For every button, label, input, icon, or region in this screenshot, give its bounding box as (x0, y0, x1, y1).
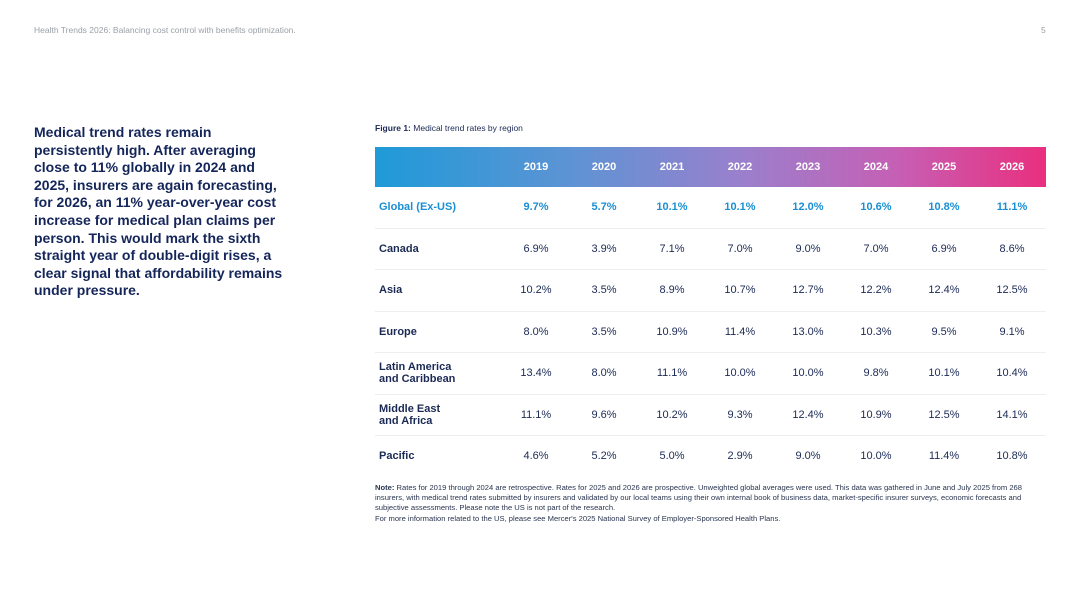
table-row: Canada 6.9% 3.9% 7.1% 7.0% 9.0% 7.0% 6.9… (375, 228, 1046, 270)
table-cell: 12.0% (774, 187, 842, 229)
document-header: Health Trends 2026: Balancing cost contr… (34, 25, 296, 35)
region-label-line: Middle East (379, 402, 441, 415)
table-cell: 10.1% (910, 352, 978, 395)
table-cell: 9.5% (910, 311, 978, 353)
table-row: Middle East and Africa 11.1% 9.6% 10.2% … (375, 394, 1046, 436)
region-label: Canada (375, 228, 502, 270)
table-cell: 12.4% (910, 269, 978, 312)
table-cell: 11.1% (978, 187, 1046, 229)
table-row: Pacific 4.6% 5.2% 5.0% 2.9% 9.0% 10.0% 1… (375, 436, 1046, 477)
region-label: Global (Ex-US) (375, 187, 502, 229)
table-cell: 5.0% (659, 450, 685, 463)
region-label: Latin America and Caribbean (375, 352, 502, 395)
table-cell: 10.0% (860, 450, 892, 463)
intro-paragraph: Medical trend rates remain persistently … (34, 124, 283, 299)
table-cell: 9.8% (842, 352, 910, 395)
region-label-line: Latin America (379, 361, 452, 374)
table-cell: 10.7% (706, 269, 774, 312)
figure-label: Figure 1: (375, 123, 411, 133)
table-cell: 10.9% (638, 311, 706, 353)
table-cell: 10.9% (842, 394, 910, 436)
table-cell: 10.2% (638, 394, 706, 436)
table-cell: 13.0% (774, 311, 842, 353)
table-cell: 9.0% (795, 450, 821, 463)
header-year: 2020 (591, 161, 617, 173)
table-cell: 10.1% (706, 187, 774, 229)
note-text: Rates for 2019 through 2024 are retrospe… (375, 483, 1023, 513)
table-cell: 10.3% (842, 311, 910, 353)
header-year: 2024 (863, 161, 889, 173)
table-row: Europe 8.0% 3.5% 10.9% 11.4% 13.0% 10.3%… (375, 311, 1046, 353)
region-label: Middle East and Africa (375, 394, 502, 436)
table-cell: 9.6% (570, 394, 638, 436)
table-cell: 10.0% (774, 352, 842, 395)
table-cell: 10.2% (502, 269, 570, 312)
table-cell: 4.6% (523, 450, 549, 463)
table-cell: 12.2% (842, 269, 910, 312)
table-cell: 11.4% (706, 311, 774, 353)
table-cell: 2.9% (727, 450, 753, 463)
table-cell: 3.9% (570, 228, 638, 270)
table-note: Note: Rates for 2019 through 2024 are re… (375, 483, 1045, 524)
figure-title: Figure 1: Medical trend rates by region (375, 123, 523, 133)
table-cell: 8.9% (638, 269, 706, 312)
header-region (375, 147, 502, 187)
table-cell: 12.5% (910, 394, 978, 436)
table-cell: 9.7% (502, 187, 570, 229)
region-label-line: and Caribbean (379, 373, 456, 386)
table-row: Latin America and Caribbean 13.4% 8.0% 1… (375, 352, 1046, 395)
table-cell: 5.7% (570, 187, 638, 229)
table-cell: 10.8% (996, 450, 1028, 463)
table-cell: 8.6% (978, 228, 1046, 270)
table-cell: 8.0% (502, 311, 570, 353)
table-cell: 10.0% (706, 352, 774, 395)
region-label-line: and Africa (379, 414, 433, 427)
table-cell: 12.7% (774, 269, 842, 312)
table-cell: 7.0% (842, 228, 910, 270)
table-row: Asia 10.2% 3.5% 8.9% 10.7% 12.7% 12.2% 1… (375, 269, 1046, 312)
table-row-global: Global (Ex-US) 9.7% 5.7% 10.1% 10.1% 12.… (375, 187, 1046, 229)
table-cell: 10.6% (842, 187, 910, 229)
table-cell: 13.4% (502, 352, 570, 395)
table-cell: 12.5% (978, 269, 1046, 312)
table-cell: 7.1% (638, 228, 706, 270)
header-year: 2022 (727, 161, 753, 173)
header-year: 2019 (523, 161, 549, 173)
table-cell: 3.5% (570, 311, 638, 353)
note-more-info: For more information related to the US, … (375, 513, 781, 523)
header-year: 2025 (931, 161, 957, 173)
table-cell: 11.1% (638, 352, 706, 395)
table-cell: 9.1% (978, 311, 1046, 353)
table-cell: 6.9% (502, 228, 570, 270)
table-cell: 10.4% (978, 352, 1046, 395)
table-cell: 6.9% (910, 228, 978, 270)
table-cell: 11.4% (928, 450, 960, 463)
header-year: 2021 (659, 161, 685, 173)
table-cell: 10.1% (638, 187, 706, 229)
table-cell: 9.3% (706, 394, 774, 436)
region-label: Pacific (379, 450, 415, 463)
figure-caption: Medical trend rates by region (413, 123, 523, 133)
table-cell: 10.8% (910, 187, 978, 229)
table-cell: 3.5% (570, 269, 638, 312)
note-label: Note: (375, 483, 395, 492)
header-year: 2023 (795, 161, 821, 173)
trend-rate-table: 2019 2020 2021 2022 2023 2024 2025 2026 … (375, 147, 1046, 477)
table-cell: 14.1% (978, 394, 1046, 436)
table-cell: 12.4% (774, 394, 842, 436)
header-year: 2026 (999, 161, 1025, 173)
region-label: Asia (375, 269, 502, 312)
region-label: Europe (375, 311, 502, 353)
table-cell: 8.0% (570, 352, 638, 395)
table-cell: 9.0% (774, 228, 842, 270)
page-number: 5 (1041, 25, 1046, 35)
table-cell: 11.1% (502, 394, 570, 436)
table-cell: 7.0% (706, 228, 774, 270)
table-cell: 5.2% (591, 450, 617, 463)
table-header-row: 2019 2020 2021 2022 2023 2024 2025 2026 (375, 147, 1046, 187)
